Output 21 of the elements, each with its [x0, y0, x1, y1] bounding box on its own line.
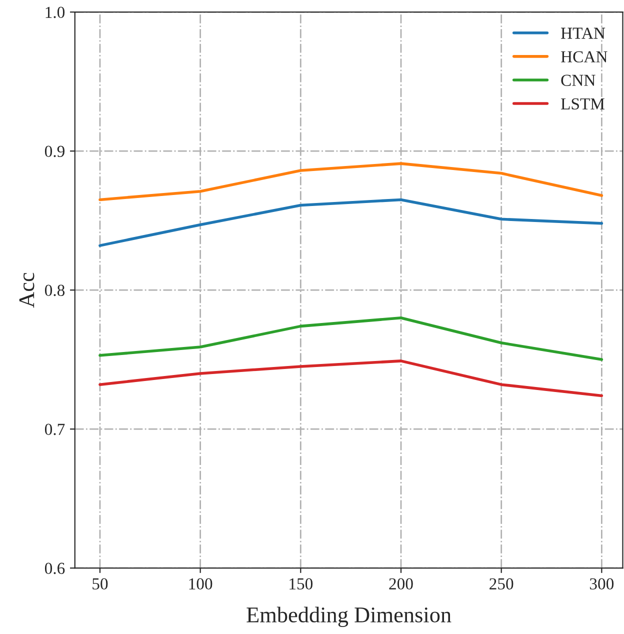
y-tick-label: 0.6 [44, 562, 65, 574]
legend-label: HTAN [561, 28, 606, 39]
y-axis-title: Acc [19, 272, 34, 308]
y-tick-label: 0.9 [44, 146, 64, 158]
y-tick-label: 0.7 [44, 424, 65, 436]
x-tick-label: 50 [92, 578, 108, 590]
x-tick-label: 250 [490, 578, 514, 590]
x-tick-label: 300 [590, 578, 614, 590]
x-tick-label: 150 [290, 578, 313, 590]
y-tick-label: 0.8 [44, 284, 65, 296]
line-series [98, 316, 604, 361]
y-tick-label: 1.0 [46, 6, 65, 18]
x-tick-label: 100 [189, 578, 212, 590]
legend-label: LSTM [561, 98, 604, 110]
legend-label: HCAN [561, 51, 608, 62]
legend-label: CNN [561, 74, 596, 86]
x-axis-title: Embedding Dimension [246, 606, 452, 628]
line-series [98, 162, 604, 202]
line-series [98, 360, 604, 398]
x-tick-label: 200 [389, 578, 413, 590]
line-series [98, 198, 604, 247]
